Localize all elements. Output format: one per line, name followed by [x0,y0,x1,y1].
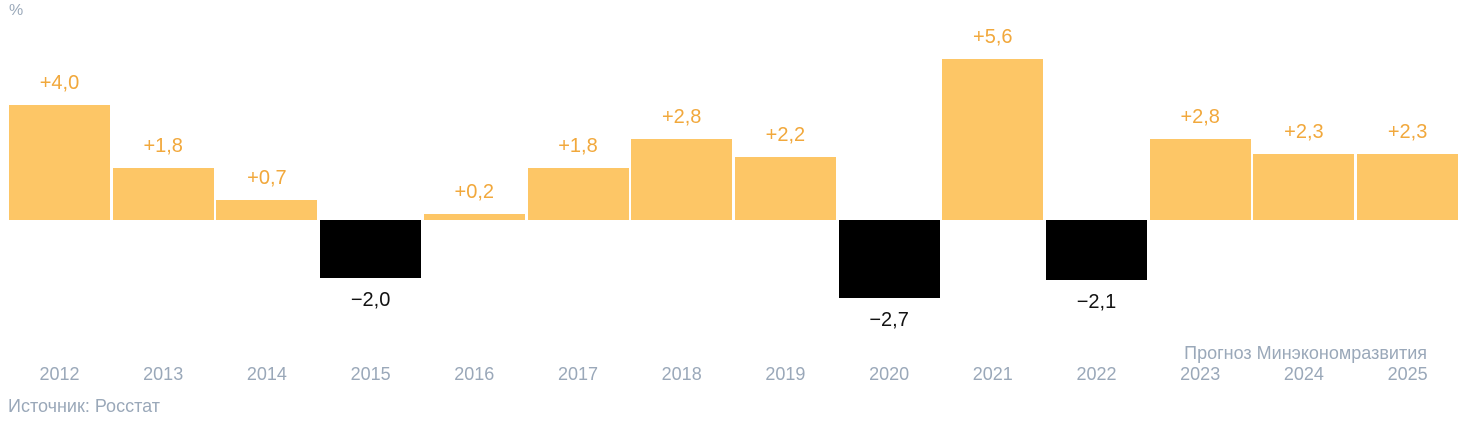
bar-2017 [527,168,629,220]
value-label-2016: +0,2 [454,181,495,203]
bar-2019 [734,157,836,220]
value-label-2015: −2,0 [350,289,391,311]
value-label-2022: −2,1 [1076,291,1117,313]
year-label-2016: 2016 [454,364,495,384]
bar-2023 [1149,139,1251,220]
value-label-2023: +2,8 [1180,106,1220,128]
bar-2024 [1253,154,1355,220]
source-caption: Источник: Росстат [8,396,160,416]
year-label-2018: 2018 [661,364,702,384]
year-label-2025: 2025 [1387,364,1428,384]
year-label-2014: 2014 [246,364,287,384]
year-label-2020: 2020 [869,364,910,384]
year-label-2015: 2015 [350,364,391,384]
year-label-2017: 2017 [557,364,599,384]
value-label-2024: +2,3 [1284,121,1324,143]
value-label-2017: +1,8 [558,135,598,157]
value-label-2025: +2,3 [1387,121,1428,143]
value-label-2012: +4,0 [39,72,80,94]
value-label-2020: −2,7 [869,309,909,331]
value-label-2014: +0,7 [247,167,287,189]
forecast-annotation: Прогноз Минэкономразвития [1184,343,1427,363]
y-axis-unit-label: % [9,2,24,19]
bar-2015 [320,220,422,278]
year-label-2012: 2012 [39,364,80,384]
year-label-2019: 2019 [765,364,806,384]
bar-2022 [1046,220,1147,280]
bar-2012 [9,105,110,220]
value-label-2013: +1,8 [143,135,183,157]
value-label-2019: +2,2 [765,124,806,146]
year-label-2024: 2024 [1283,364,1324,384]
bar-2021 [942,59,1044,220]
bar-2018 [631,139,733,220]
year-label-2022: 2022 [1076,364,1117,384]
bar-2013 [112,168,214,220]
year-label-2021: 2021 [972,364,1013,384]
bar-2020 [838,220,940,298]
bar-2025 [1357,154,1459,220]
year-label-2023: 2023 [1180,364,1221,384]
bar-2016 [423,214,525,220]
value-label-2021: +5,6 [973,26,1013,48]
value-label-2018: +2,8 [661,106,702,128]
bar-2014 [216,200,318,220]
year-label-2013: 2013 [143,364,184,384]
